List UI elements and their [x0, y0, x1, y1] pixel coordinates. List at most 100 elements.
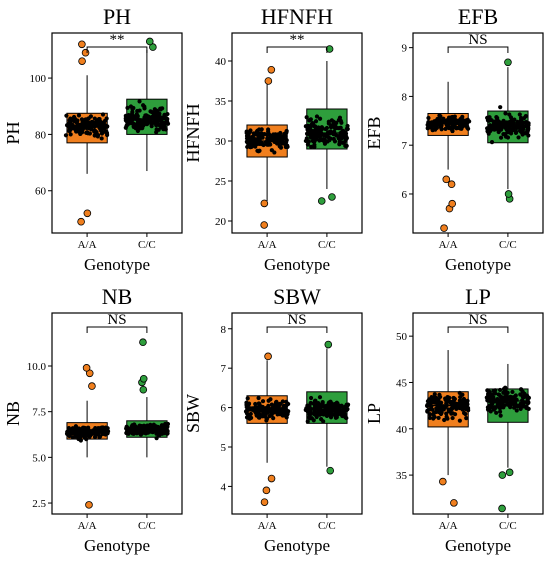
- data-point: [508, 131, 514, 136]
- y-tick-label: 50: [396, 331, 408, 343]
- data-point: [503, 134, 509, 139]
- data-point: [323, 126, 328, 132]
- x-tick-label: C/C: [318, 239, 336, 251]
- outlier-point: [317, 197, 326, 205]
- data-point: [305, 419, 310, 424]
- y-tick-label: 35: [215, 96, 227, 108]
- significance-bracket: [266, 326, 328, 333]
- data-point: [316, 402, 322, 407]
- significance-label: **: [290, 32, 305, 48]
- data-point: [143, 121, 148, 126]
- outlier-point: [267, 66, 276, 74]
- data-point: [277, 144, 282, 149]
- significance-label: NS: [287, 312, 306, 328]
- data-point: [517, 121, 523, 126]
- data-point: [444, 414, 449, 419]
- data-point: [258, 131, 263, 136]
- data-point: [450, 415, 455, 421]
- data-point: [313, 413, 318, 418]
- data-point: [510, 128, 515, 133]
- data-point: [269, 402, 274, 407]
- data-point: [244, 411, 250, 416]
- data-point: [427, 412, 433, 417]
- data-point: [313, 119, 319, 124]
- data-point: [523, 113, 528, 119]
- data-point: [323, 409, 329, 415]
- data-point: [339, 120, 344, 125]
- data-point: [457, 418, 462, 423]
- plot-frame: [51, 312, 183, 515]
- data-point: [128, 104, 134, 109]
- data-point: [85, 130, 90, 135]
- data-point: [328, 409, 333, 414]
- data-point: [276, 140, 282, 146]
- y-axis-title: LP: [364, 403, 384, 424]
- data-point: [266, 132, 272, 137]
- y-tick-label: 7: [402, 140, 408, 152]
- data-point: [464, 416, 469, 421]
- data-point: [514, 408, 519, 413]
- data-point: [259, 413, 264, 418]
- data-point: [336, 117, 342, 123]
- data-point: [486, 393, 491, 398]
- data-point: [462, 401, 467, 406]
- chart-panel-nb: NB NB Genotype 2.5 5.0 7.5 10.0 A/A C/C NS: [3, 284, 183, 555]
- data-point: [435, 408, 440, 413]
- data-point: [271, 416, 276, 421]
- data-point: [446, 398, 451, 403]
- data-point: [498, 413, 503, 418]
- outlier-point: [260, 498, 269, 506]
- x-tick-label: A/A: [258, 520, 277, 532]
- data-point: [308, 395, 314, 401]
- y-tick-label: 2.5: [32, 498, 46, 510]
- data-point: [430, 128, 435, 133]
- outlier-point: [504, 190, 513, 198]
- data-point: [146, 114, 151, 119]
- y-tick-label: 10.0: [27, 361, 47, 373]
- data-point: [498, 105, 503, 110]
- data-point: [85, 123, 91, 128]
- data-point: [488, 128, 493, 133]
- data-point: [501, 386, 506, 392]
- y-axis-title: PH: [3, 121, 23, 144]
- data-point: [95, 118, 100, 123]
- significance-bracket: [86, 326, 148, 333]
- data-point: [432, 395, 437, 400]
- data-point: [518, 387, 524, 392]
- outlier-point: [325, 45, 334, 53]
- outlier-point: [260, 221, 268, 229]
- data-point: [324, 403, 329, 408]
- data-point: [338, 125, 343, 130]
- data-point: [445, 118, 450, 123]
- data-point: [344, 402, 349, 407]
- chart-title: LP: [465, 284, 491, 309]
- data-point: [306, 403, 311, 408]
- significance-bracket: [86, 46, 148, 53]
- data-point: [311, 139, 317, 144]
- data-point: [153, 112, 159, 117]
- data-point: [494, 119, 500, 124]
- y-tick-label: 60: [35, 186, 47, 198]
- data-point: [337, 136, 342, 141]
- y-tick-label: 8: [402, 91, 408, 103]
- data-point: [161, 431, 167, 436]
- data-point: [446, 407, 451, 412]
- data-point: [100, 112, 106, 117]
- data-point: [266, 403, 271, 408]
- data-point: [434, 118, 439, 123]
- data-point: [269, 148, 274, 153]
- data-point: [436, 397, 441, 402]
- x-tick-label: A/A: [439, 239, 458, 251]
- data-point: [155, 119, 161, 124]
- data-point: [513, 130, 519, 136]
- x-axis-title: Genotype: [445, 255, 511, 274]
- chart-title: NB: [102, 284, 133, 309]
- data-point: [485, 407, 491, 412]
- data-point: [68, 119, 73, 124]
- data-point: [426, 115, 431, 121]
- y-tick-label: 9: [402, 43, 408, 55]
- data-point: [324, 413, 329, 418]
- y-tick-label: 4: [221, 481, 227, 493]
- data-point: [526, 133, 531, 138]
- data-point: [66, 426, 72, 431]
